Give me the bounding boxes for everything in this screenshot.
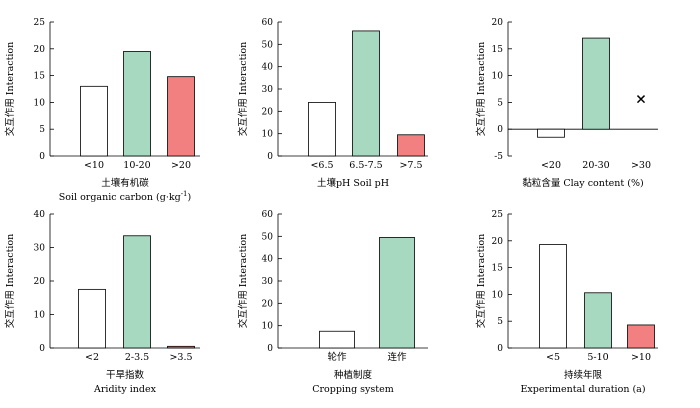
y-axis-label: 交互作用 Interaction — [4, 42, 16, 137]
x-axis-label-cn: 种植制度 — [334, 369, 373, 381]
category-label: 6.5-7.5 — [349, 160, 382, 171]
chart-panel-3: -5 0 5 10 15 20 × <20 20-30 >30 黏粒含量 Clay content … — [475, 18, 658, 189]
y-tick-label: 5 — [497, 317, 503, 327]
y-tick-label: 15 — [492, 264, 504, 274]
y-axis-label: 交互作用 Interaction — [475, 42, 487, 137]
category-label: >3.5 — [169, 352, 192, 363]
category-label: 10-20 — [123, 160, 150, 171]
y-tick-label: 5 — [497, 98, 503, 108]
bar-1 — [80, 85, 108, 157]
category-label: >7.5 — [399, 160, 422, 171]
category-label: <5 — [546, 352, 560, 363]
x-axis-label-en: Experimental duration (a) — [520, 384, 645, 395]
x-axis-label-tail: ) — [188, 192, 192, 203]
y-tick-label: 25 — [492, 210, 504, 220]
bar-2 — [379, 237, 415, 349]
x-axis-label-cn: 黏粒含量 Clay content (%) — [522, 177, 643, 189]
x-axis-label-en: Soil organic carbon (g·kg-1) — [59, 190, 191, 203]
bar-2 — [582, 37, 610, 130]
x-axis-label-cn: 干旱指数 — [106, 369, 145, 381]
y-tick-label: 0 — [39, 152, 45, 162]
bar-3 — [167, 345, 195, 349]
marker-1: × — [635, 92, 647, 108]
bar-1 — [319, 330, 355, 349]
category-label: <2 — [85, 352, 99, 363]
y-tick-label: 0 — [267, 344, 273, 354]
y-tick-label: 10 — [34, 98, 46, 108]
x-axis-label-sup: -1 — [181, 190, 188, 198]
category-label: >10 — [631, 352, 651, 363]
y-tick-label: 20 — [34, 277, 46, 287]
y-axis-label: 交互作用 Interaction — [4, 234, 16, 329]
bar-3 — [167, 76, 195, 157]
x-axis-label-en: Cropping system — [312, 384, 394, 395]
y-axis-label: 交互作用 Interaction — [237, 42, 249, 137]
y-tick-label: 60 — [262, 18, 274, 28]
y-tick-label: 10 — [492, 290, 504, 300]
y-tick-label: 40 — [262, 255, 274, 265]
y-tick-label: 30 — [34, 244, 46, 254]
category-label: <20 — [541, 160, 561, 171]
category-label: 连作 — [387, 351, 407, 363]
y-tick-label: 40 — [34, 210, 46, 220]
y-tick-label: 20 — [492, 18, 504, 28]
y-tick-label: 40 — [262, 63, 274, 73]
y-tick-label: 25 — [34, 18, 46, 28]
y-tick-label: 0 — [497, 344, 503, 354]
bar-1 — [78, 288, 106, 349]
bar-1 — [539, 244, 567, 349]
x-axis-label-cn: 持续年限 — [564, 369, 603, 381]
x-axis-label-en: Aridity index — [93, 384, 157, 395]
y-tick-label: 30 — [262, 277, 274, 287]
y-tick-label: 60 — [262, 210, 274, 220]
y-tick-label: 10 — [262, 322, 274, 332]
category-label: >30 — [631, 160, 651, 171]
y-tick-label: 20 — [262, 107, 274, 117]
category-label: 20-30 — [582, 160, 609, 171]
y-tick-label: 5 — [39, 125, 45, 135]
category-label: >20 — [171, 160, 191, 171]
bar-1 — [537, 128, 565, 138]
bar-2 — [584, 292, 612, 349]
y-tick-label: 0 — [39, 344, 45, 354]
chart-panel-4: 0 10 20 30 40 <2 2-3.5 >3.5 干旱指数 Aridity index 交互作… — [4, 210, 200, 395]
bar-2 — [123, 235, 151, 349]
y-tick-label: -5 — [494, 152, 503, 162]
y-tick-label: 15 — [492, 45, 504, 55]
bar-2 — [352, 30, 380, 157]
category-label: <10 — [84, 160, 104, 171]
y-axis-label: 交互作用 Interaction — [475, 234, 487, 329]
bar-3 — [397, 134, 425, 157]
y-tick-label: 20 — [262, 299, 274, 309]
y-tick-label: 50 — [262, 232, 274, 242]
y-tick-label: 30 — [262, 85, 274, 95]
chart-panel-6: 0 5 10 15 20 25 <5 5-10 >10 持续年限 Experimental dura… — [475, 210, 658, 395]
category-label: 2-3.5 — [125, 352, 149, 363]
y-tick-label: 0 — [497, 125, 503, 135]
y-tick-label: 0 — [267, 152, 273, 162]
bar-3 — [627, 324, 655, 349]
y-tick-label: 20 — [34, 45, 46, 55]
y-tick-label: 10 — [492, 72, 504, 82]
x-axis-label-cn: 土壤有机碳 — [101, 177, 149, 189]
y-axis-label: 交互作用 Interaction — [237, 234, 249, 329]
category-label: 轮作 — [327, 351, 347, 363]
chart-panel-2: 0 10 20 30 40 50 60 <6.5 6.5-7.5 >7.5 土壤pH Soil pH… — [237, 18, 428, 189]
y-tick-label: 10 — [34, 311, 46, 321]
y-tick-label: 15 — [34, 72, 46, 82]
x-axis-label-cn: 土壤pH Soil pH — [317, 177, 389, 189]
bar-1 — [308, 102, 336, 157]
y-tick-label: 20 — [492, 237, 504, 247]
bar-2 — [123, 51, 151, 157]
y-tick-label: 10 — [262, 130, 274, 140]
category-label: <6.5 — [310, 160, 333, 171]
category-label: 5-10 — [587, 352, 608, 363]
y-tick-label: 50 — [262, 40, 274, 50]
